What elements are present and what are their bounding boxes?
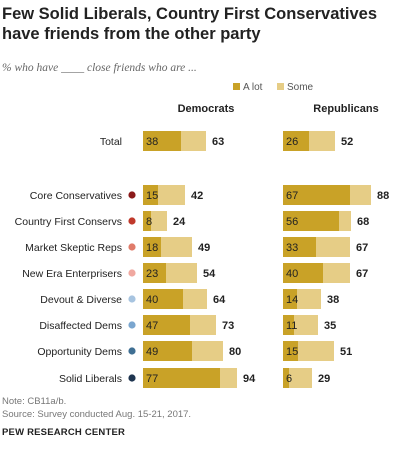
value-label-a-lot: 56	[286, 216, 298, 228]
bar-a-lot	[143, 341, 192, 361]
legend-label-some: Some	[287, 82, 314, 93]
value-label-total: 94	[243, 373, 256, 385]
legend-swatch-a-lot	[233, 83, 240, 90]
bar-some	[283, 368, 312, 388]
bar-a-lot	[143, 315, 190, 335]
row-label: Opportunity Dems	[37, 346, 122, 358]
segment-dot	[128, 347, 136, 355]
value-label-a-lot: 67	[286, 190, 298, 202]
bar-a-lot	[283, 341, 298, 361]
value-label-total: 51	[340, 346, 352, 358]
value-label-total: 80	[229, 346, 241, 358]
bar-a-lot	[143, 289, 183, 309]
bar-a-lot	[283, 368, 289, 388]
value-label-a-lot: 14	[286, 294, 298, 306]
segment-dot	[128, 269, 136, 277]
value-label-total: 49	[198, 242, 210, 254]
row-label: Devout & Diverse	[40, 294, 122, 306]
value-label-total: 67	[356, 268, 368, 280]
value-label-a-lot: 49	[146, 346, 158, 358]
bar-a-lot	[283, 263, 323, 283]
segment-dot	[128, 295, 136, 303]
value-label-a-lot: 33	[286, 242, 298, 254]
value-label-a-lot: 18	[146, 242, 158, 254]
value-label-a-lot: 77	[146, 373, 158, 385]
value-label-a-lot: 26	[286, 136, 298, 148]
bar-a-lot	[143, 368, 220, 388]
value-label-total: 54	[203, 268, 216, 280]
value-label-a-lot: 11	[286, 320, 297, 332]
row-label: Total	[100, 136, 122, 148]
bar-a-lot	[283, 315, 294, 335]
segment-dot	[128, 217, 136, 225]
value-label-a-lot: 47	[146, 320, 158, 332]
bar-a-lot	[283, 211, 339, 231]
bar-a-lot	[283, 237, 316, 257]
source-note: Source: Survey conducted Aug. 15-21, 201…	[2, 409, 192, 420]
chart-subtitle: % who have ____ close friends who are ..…	[2, 62, 197, 74]
row-label: Market Skeptic Reps	[25, 242, 122, 254]
value-label-total: 67	[356, 242, 368, 254]
value-label-total: 73	[222, 320, 234, 332]
row-label: Core Conservatives	[30, 190, 122, 202]
panel-header-republicans: Republicans	[313, 103, 378, 115]
chart-title: Few Solid Liberals, Country First Conser…	[2, 5, 378, 43]
row-label: Solid Liberals	[59, 373, 122, 385]
value-label-a-lot: 15	[286, 346, 298, 358]
segment-dot	[128, 321, 136, 329]
value-label-a-lot: 40	[146, 294, 158, 306]
value-label-a-lot: 40	[286, 268, 298, 280]
value-label-total: 42	[191, 190, 203, 202]
row-label: Country First Conservs	[15, 216, 122, 228]
value-label-total: 63	[212, 136, 224, 148]
row-label: Disaffected Dems	[39, 320, 122, 332]
segment-dot	[128, 374, 136, 382]
bar-a-lot	[143, 263, 166, 283]
row-label: New Era Enterprisers	[22, 268, 122, 280]
footnote: Note: CB11a/b.	[2, 396, 67, 407]
bar-a-lot	[283, 131, 309, 151]
value-label-a-lot: 23	[146, 268, 158, 280]
value-label-total: 29	[318, 373, 330, 385]
value-label-total: 38	[327, 294, 339, 306]
bar-a-lot	[143, 237, 161, 257]
legend-swatch-some	[277, 83, 284, 90]
value-label-total: 52	[341, 136, 353, 148]
value-label-total: 35	[324, 320, 336, 332]
segment-dot	[128, 191, 136, 199]
bar-a-lot	[283, 289, 297, 309]
brand-logo: PEW RESEARCH CENTER	[2, 427, 126, 438]
value-label-a-lot: 38	[146, 136, 158, 148]
value-label-total: 24	[173, 216, 186, 228]
panel-header-democrats: Democrats	[178, 103, 235, 115]
segment-dot	[128, 243, 136, 251]
bar-a-lot	[283, 185, 350, 205]
legend-label-a-lot: A lot	[243, 82, 263, 93]
bar-a-lot	[143, 131, 181, 151]
value-label-a-lot: 6	[286, 373, 292, 385]
value-label-total: 64	[213, 294, 226, 306]
value-label-total: 68	[357, 216, 369, 228]
value-label-a-lot: 8	[146, 216, 152, 228]
value-label-total: 88	[377, 190, 389, 202]
bar-a-lot	[143, 211, 151, 231]
value-label-a-lot: 15	[146, 190, 158, 202]
bar-a-lot	[143, 185, 158, 205]
